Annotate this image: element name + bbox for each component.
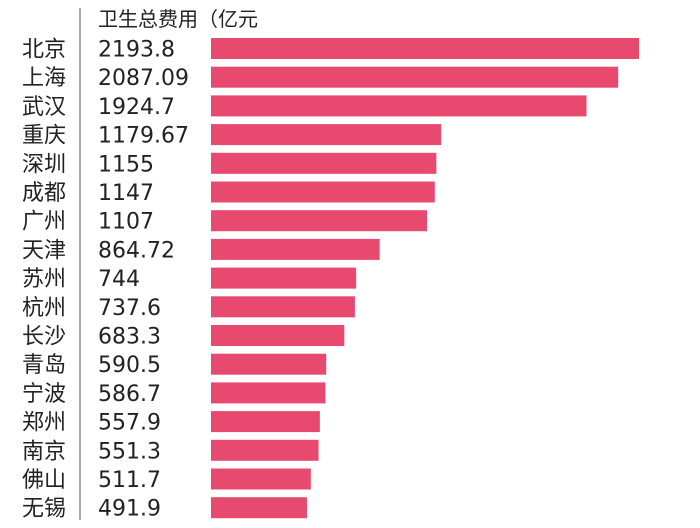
bar	[211, 95, 587, 117]
category-label: 无锡	[22, 497, 66, 522]
value-label: 683.3	[98, 325, 161, 350]
bar	[211, 210, 427, 232]
value-label: 551.3	[98, 439, 161, 464]
category-label: 上海	[22, 66, 66, 91]
value-label: 1179.67	[98, 124, 189, 149]
category-label: 苏州	[22, 267, 66, 292]
chart-title: 卫生总费用（亿元	[98, 7, 258, 31]
category-label: 北京	[22, 38, 66, 63]
value-label: 586.7	[98, 382, 161, 407]
category-label: 深圳	[22, 152, 66, 177]
value-label: 1155	[98, 152, 154, 177]
value-label: 557.9	[98, 411, 161, 436]
value-label: 744	[98, 267, 140, 292]
value-label: 1147	[98, 181, 154, 206]
category-label: 佛山	[22, 468, 66, 493]
bar	[211, 181, 435, 203]
category-label: 南京	[22, 439, 66, 464]
category-label: 天津	[22, 238, 66, 263]
category-label: 武汉	[22, 95, 66, 120]
bar	[211, 267, 357, 289]
bar	[211, 124, 442, 146]
category-label: 成都	[22, 181, 66, 206]
category-label: 青岛	[22, 353, 66, 378]
bar	[211, 353, 327, 375]
value-label: 737.6	[98, 296, 161, 321]
bar	[211, 411, 320, 433]
bar	[211, 38, 639, 59]
category-label: 宁波	[22, 382, 66, 407]
category-label: 广州	[22, 210, 66, 235]
bar	[211, 296, 355, 318]
bar	[211, 66, 619, 88]
value-label: 1107	[98, 210, 154, 235]
category-label: 重庆	[22, 124, 66, 149]
value-label: 491.9	[98, 497, 161, 522]
category-label: 郑州	[22, 411, 66, 436]
bar	[211, 497, 307, 519]
bar	[211, 238, 380, 260]
category-label: 长沙	[22, 325, 66, 350]
bar	[211, 468, 311, 490]
bar	[211, 382, 326, 404]
value-label: 2193.8	[98, 38, 175, 63]
value-label: 511.7	[98, 468, 161, 493]
bar	[211, 439, 319, 461]
value-label: 1924.7	[98, 95, 175, 120]
bar	[211, 152, 437, 174]
bar	[211, 325, 345, 346]
value-label: 590.5	[98, 353, 161, 378]
value-label: 864.72	[98, 238, 175, 263]
value-label: 2087.09	[98, 66, 189, 91]
category-label: 杭州	[22, 296, 66, 321]
